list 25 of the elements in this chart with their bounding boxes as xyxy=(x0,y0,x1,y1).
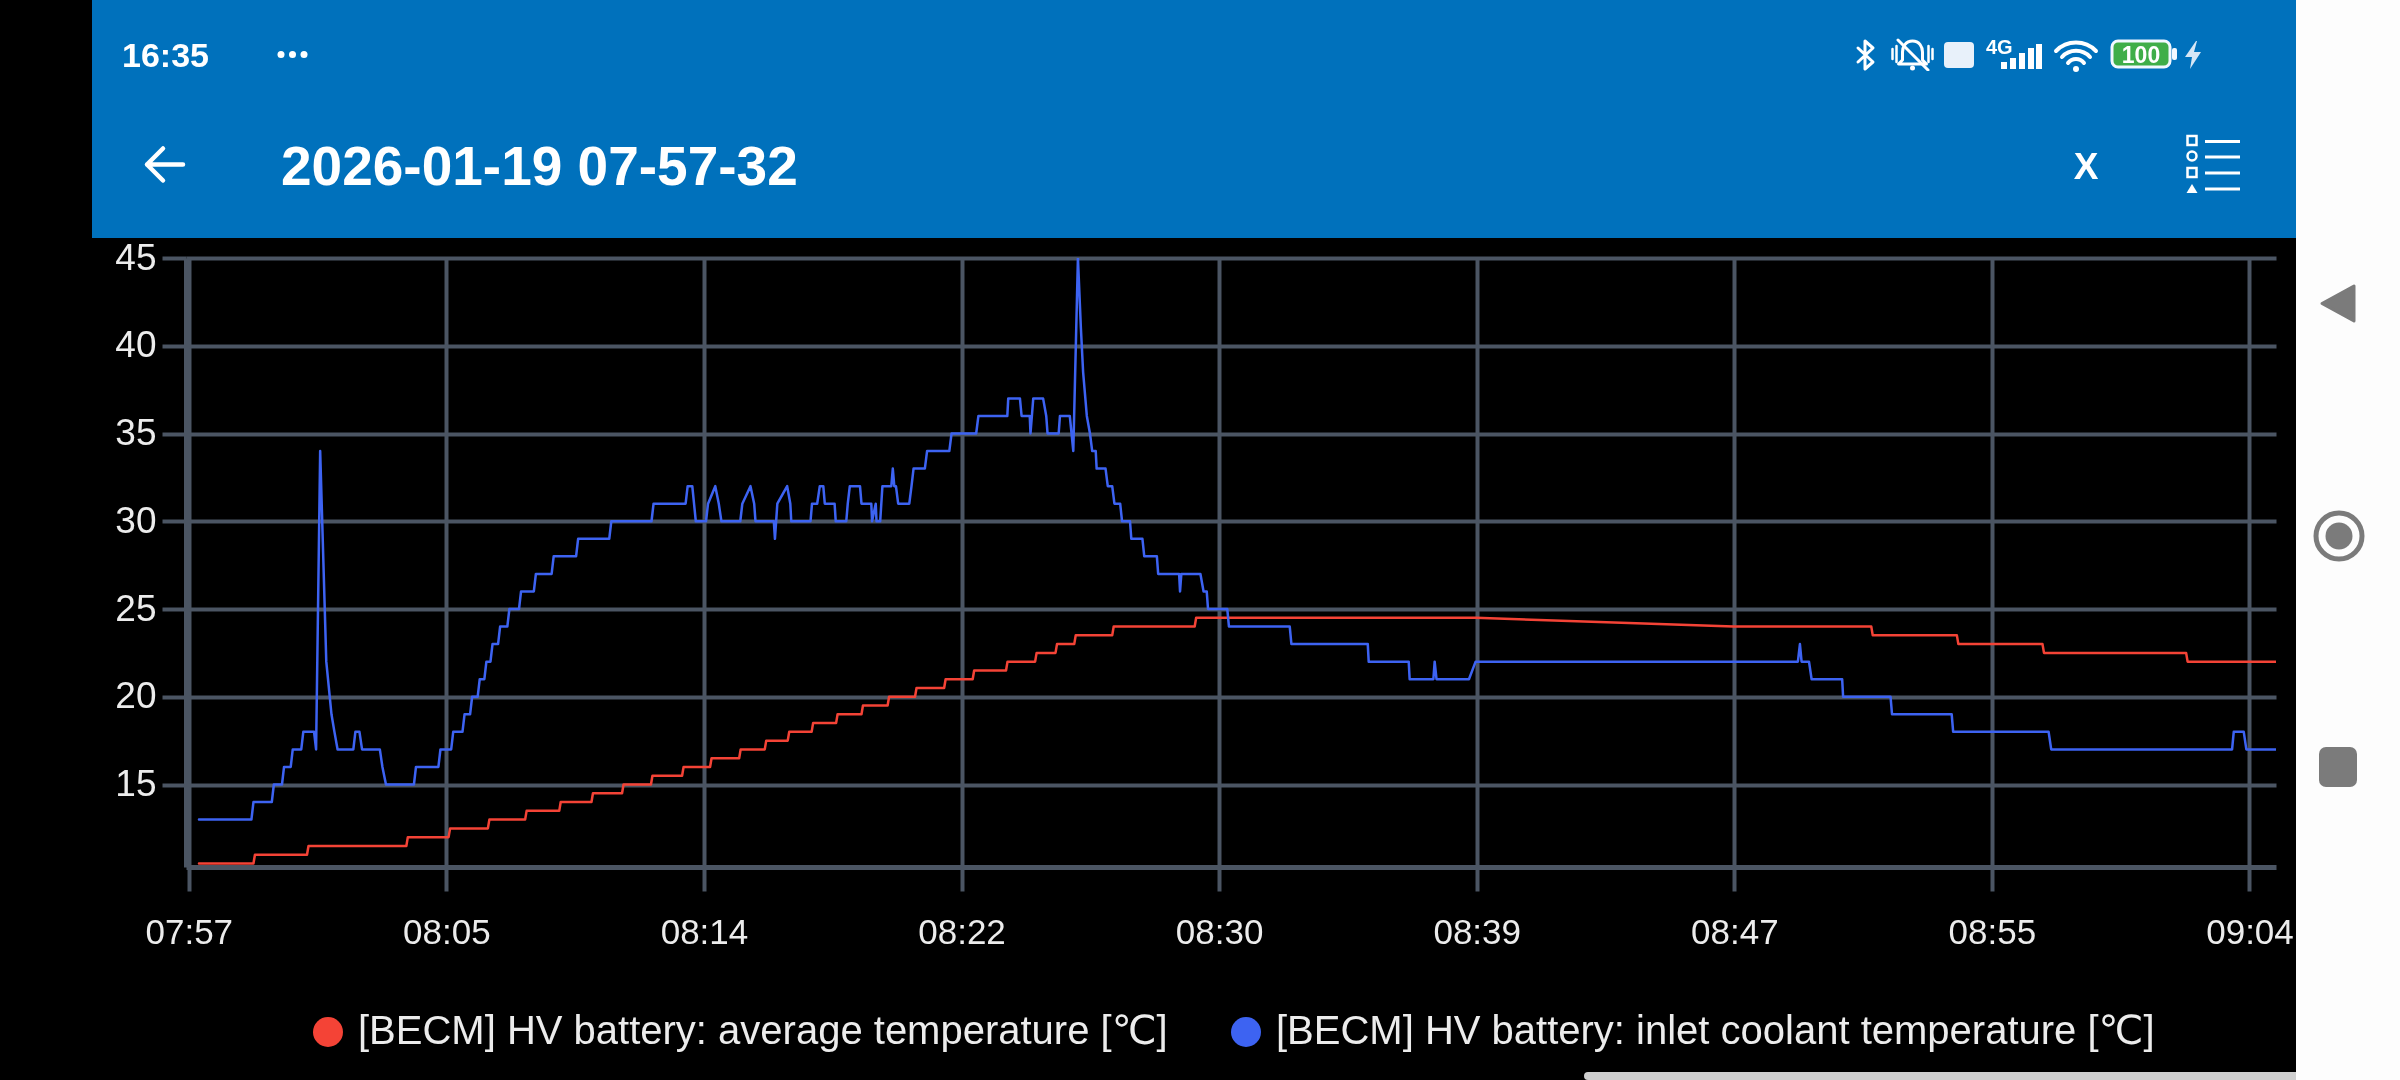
x-tick-label: 09:04 xyxy=(2206,911,2294,951)
y-tick-label: 45 xyxy=(115,236,157,278)
chart-title: 2026-01-19 07-57-32 xyxy=(281,134,798,197)
x-tick-label: 08:39 xyxy=(1433,911,1522,951)
y-tick-label: 25 xyxy=(115,587,157,629)
y-tick-label: 15 xyxy=(115,763,157,805)
x-tick-label: 08:47 xyxy=(1691,911,1779,951)
x-tick-label: 08:30 xyxy=(1175,911,1264,951)
line-series xyxy=(197,258,2276,821)
x-tick-label: 08:22 xyxy=(918,911,1006,951)
y-tick-label: 20 xyxy=(115,675,157,717)
legend-label: [BECM] HV battery: average temperature [℃] xyxy=(358,1008,1168,1052)
y-tick-label: 40 xyxy=(115,324,157,366)
text: 16:35 xyxy=(122,36,209,74)
text: 4G xyxy=(1986,36,2013,58)
x-tick-label: 08:14 xyxy=(660,911,749,951)
legend-label: [BECM] HV battery: inlet coolant temperature [℃] xyxy=(1276,1008,2155,1052)
y-tick-label: 35 xyxy=(115,412,157,453)
x-tick-label: 08:55 xyxy=(1948,911,2037,951)
x-tick-label: 07:57 xyxy=(145,911,234,951)
text: X xyxy=(2073,145,2099,187)
line-series xyxy=(197,616,2276,865)
text: 100 xyxy=(2121,41,2161,68)
y-tick-label: 30 xyxy=(115,499,157,541)
x-tick-label: 08:05 xyxy=(403,911,491,951)
